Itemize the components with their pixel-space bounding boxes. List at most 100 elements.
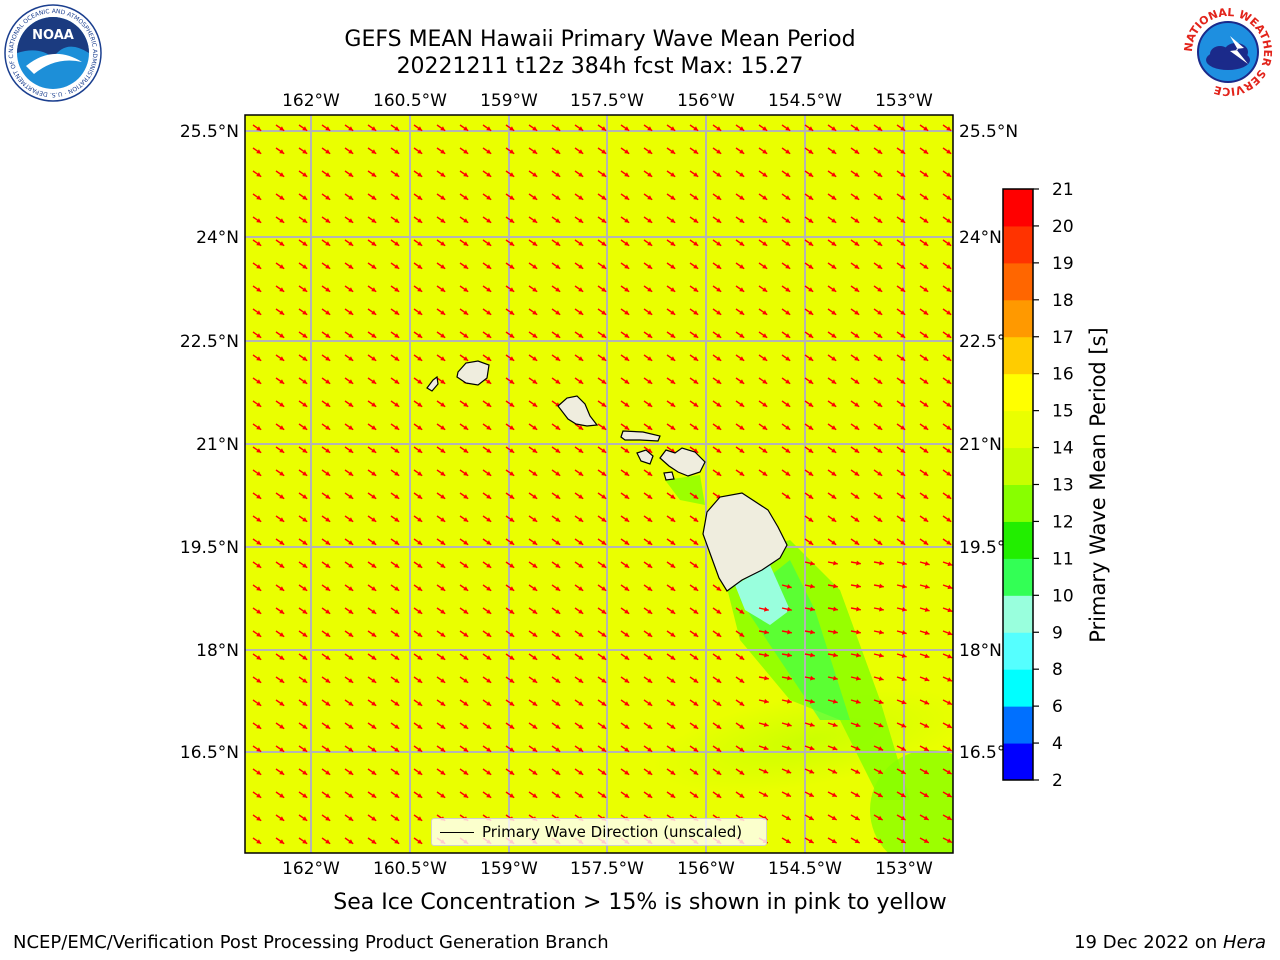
- wave-arrow: [666, 400, 676, 408]
- wave-arrow: [735, 791, 745, 799]
- wave-arrow: [712, 768, 722, 776]
- wave-arrow: [873, 377, 883, 385]
- wave-arrow: [528, 653, 538, 661]
- wave-arrow: [919, 377, 929, 385]
- wave-arrow: [413, 354, 423, 362]
- wave-arrow: [620, 216, 630, 224]
- wave-arrow: [666, 193, 676, 201]
- wave-arrow: [252, 216, 262, 224]
- wave-arrow: [505, 400, 515, 408]
- wave-arrow: [252, 791, 262, 799]
- wave-arrow: [551, 262, 561, 270]
- colorbar-tick-label: 20: [1052, 217, 1074, 237]
- wave-arrow: [873, 492, 883, 500]
- wave-arrow: [850, 354, 860, 362]
- wave-arrow: [574, 653, 584, 661]
- colorbar-tick-label: 21: [1052, 180, 1074, 200]
- wave-arrow: [528, 446, 538, 454]
- wave-arrow: [850, 262, 860, 270]
- wave-arrow: [275, 607, 285, 615]
- wave-arrow: [551, 285, 561, 293]
- wave-arrow: [344, 722, 354, 730]
- wave-arrow: [390, 745, 400, 753]
- wave-arrow: [528, 354, 538, 362]
- wave-arrow: [804, 583, 815, 589]
- wave-arrow: [712, 446, 722, 454]
- wave-arrow: [643, 354, 653, 362]
- wave-arrow: [597, 262, 607, 270]
- wave-arrow: [528, 791, 538, 799]
- wave-arrow: [919, 768, 930, 775]
- wave-arrow: [574, 538, 584, 546]
- wave-arrow: [712, 331, 722, 339]
- wave-arrow: [873, 170, 883, 178]
- wave-arrow: [252, 423, 262, 431]
- wave-arrow: [827, 538, 837, 546]
- wave-arrow: [528, 607, 538, 615]
- wave-arrow: [597, 170, 607, 178]
- wave-arrow: [620, 492, 630, 500]
- wave-arrow: [459, 262, 469, 270]
- wave-arrow: [413, 653, 423, 661]
- wave-arrow: [781, 837, 792, 844]
- colorbar-tick-label: 11: [1052, 549, 1074, 569]
- wave-arrow: [482, 170, 492, 178]
- wave-arrow: [873, 722, 884, 728]
- wave-arrow: [367, 492, 377, 500]
- footer-host: Hera: [1222, 932, 1266, 953]
- wave-arrow: [275, 561, 285, 569]
- wave-arrow: [712, 377, 722, 385]
- lat-tick-label-left: 22.5°N: [180, 332, 239, 352]
- wave-arrow: [896, 239, 906, 247]
- wave-arrow: [482, 308, 492, 316]
- wave-arrow: [275, 308, 285, 316]
- wave-arrow: [344, 331, 354, 339]
- wave-arrow: [252, 676, 262, 684]
- wave-arrow: [850, 560, 861, 566]
- wave-arrow: [781, 285, 791, 293]
- wave-arrow: [367, 170, 377, 178]
- wave-arrow: [850, 124, 860, 132]
- wave-arrow: [689, 722, 699, 730]
- wave-arrow: [528, 285, 538, 293]
- wave-arrow: [712, 400, 722, 408]
- wave-arrow: [551, 630, 561, 638]
- colorbar-tick-label: 16: [1052, 365, 1074, 385]
- wave-arrow: [436, 377, 446, 385]
- wave-arrow: [298, 653, 308, 661]
- wave-arrow: [459, 193, 469, 201]
- wave-arrow: [344, 699, 354, 707]
- colorbar-segment: [1003, 669, 1033, 707]
- wave-arrow: [298, 239, 308, 247]
- wave-arrow: [643, 308, 653, 316]
- wave-arrow: [390, 630, 400, 638]
- wave-arrow: [413, 193, 423, 201]
- wave-arrow: [275, 331, 285, 339]
- wave-arrow: [827, 652, 838, 658]
- wave-arrow: [896, 262, 906, 270]
- wave-arrow: [436, 538, 446, 546]
- wave-arrow: [252, 147, 262, 155]
- wave-arrow: [367, 768, 377, 776]
- wave-arrow: [735, 400, 745, 408]
- wave-arrow: [758, 423, 768, 431]
- wave-arrow: [436, 193, 446, 201]
- wave-arrow: [574, 377, 584, 385]
- wave-arrow: [252, 814, 262, 822]
- wave-arrow: [321, 630, 331, 638]
- wave-arrow: [252, 768, 262, 776]
- wave-arrow: [896, 653, 907, 658]
- wave-arrow: [275, 653, 285, 661]
- wave-arrow: [620, 584, 630, 592]
- wave-arrow: [919, 630, 930, 635]
- wave-arrow: [850, 423, 860, 431]
- wave-arrow: [528, 147, 538, 155]
- wave-arrow: [528, 262, 538, 270]
- wave-arrow: [689, 515, 699, 523]
- footer-credit: NCEP/EMC/Verification Post Processing Pr…: [13, 932, 609, 953]
- wave-arrow: [528, 377, 538, 385]
- wave-arrow: [574, 630, 584, 638]
- wave-arrow: [643, 538, 653, 546]
- noaa-logo-text: NOAA: [32, 28, 74, 43]
- wave-arrow: [666, 722, 676, 730]
